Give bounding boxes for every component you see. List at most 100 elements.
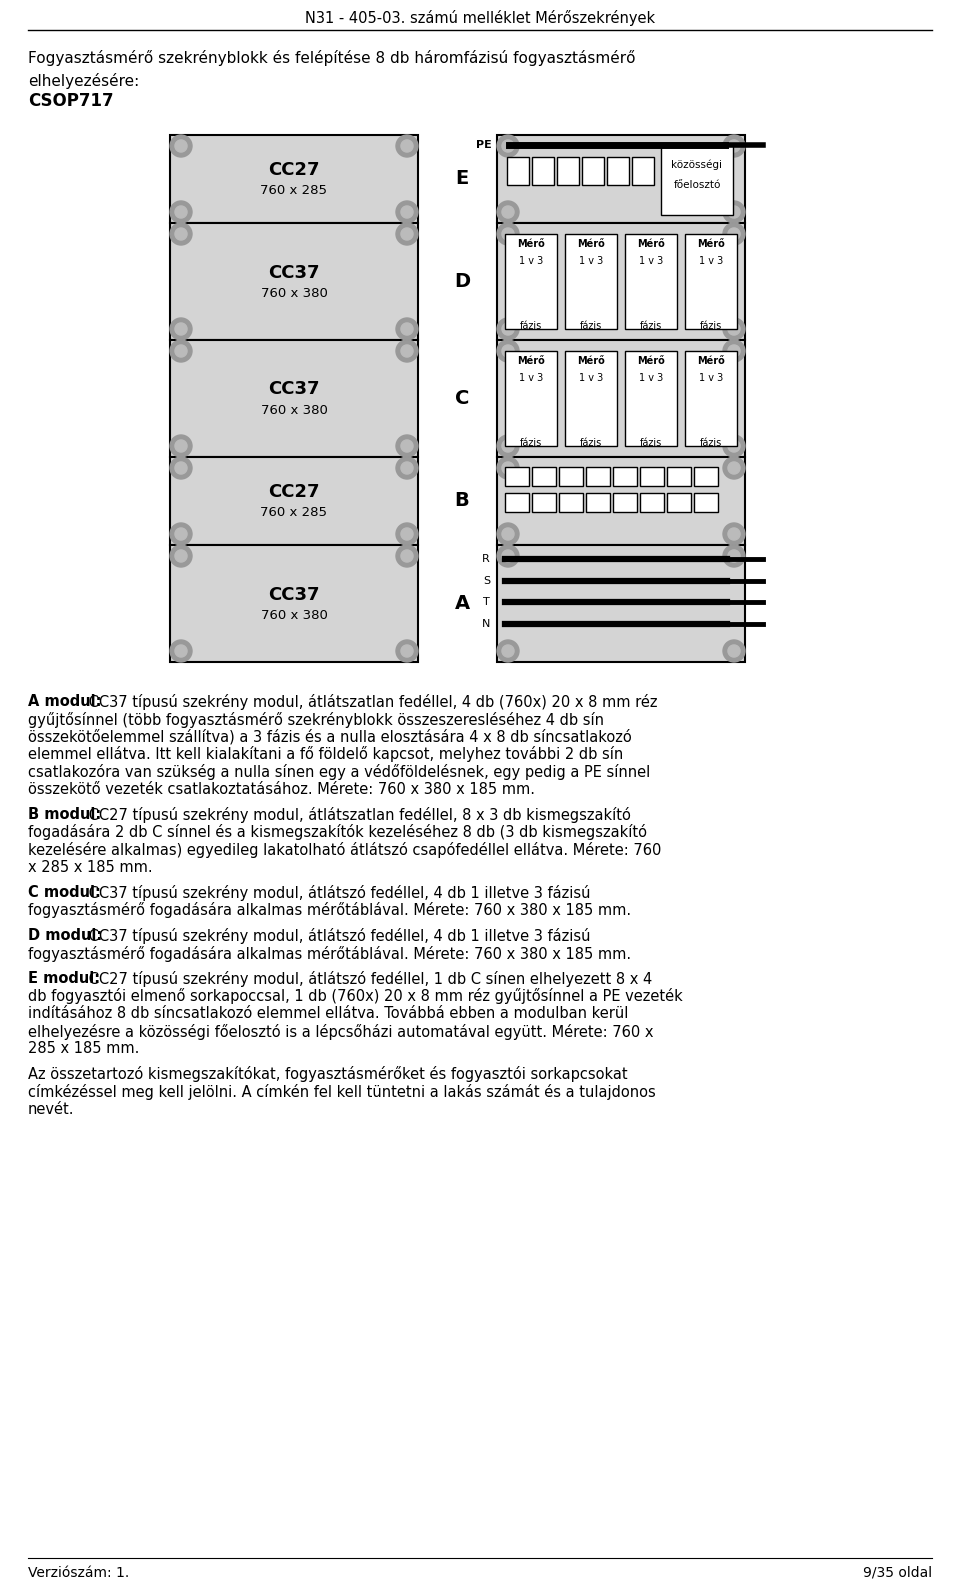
Text: 9/35 oldal: 9/35 oldal [863, 1566, 932, 1580]
Bar [586, 493, 610, 512]
Bar [559, 468, 583, 487]
Text: 1 v 3: 1 v 3 [518, 257, 543, 266]
Circle shape [170, 341, 192, 361]
Text: 760 x 380: 760 x 380 [260, 287, 327, 300]
Text: CC27: CC27 [268, 162, 320, 179]
Circle shape [502, 139, 514, 152]
Circle shape [497, 341, 519, 361]
Bar [497, 223, 745, 341]
Text: közösségi: közösségi [671, 160, 723, 170]
Circle shape [723, 545, 745, 567]
Circle shape [723, 223, 745, 246]
Circle shape [170, 523, 192, 545]
Text: A: A [454, 594, 469, 613]
Bar [607, 157, 629, 185]
Text: PE: PE [476, 139, 492, 151]
Text: fázis: fázis [520, 322, 542, 331]
Circle shape [396, 223, 418, 246]
Circle shape [723, 523, 745, 545]
Circle shape [401, 323, 413, 334]
Text: N: N [482, 618, 490, 629]
Text: 760 x 285: 760 x 285 [260, 184, 327, 198]
Text: db fogyasztói elmenő sorkapoccsal, 1 db (760x) 20 x 8 mm réz gyűjtősínnel a PE v: db fogyasztói elmenő sorkapoccsal, 1 db … [28, 989, 683, 1005]
Circle shape [502, 206, 514, 219]
Text: Mérő: Mérő [637, 357, 665, 366]
Bar [532, 157, 554, 185]
Bar [505, 468, 529, 487]
Circle shape [728, 346, 740, 357]
Bar [667, 493, 691, 512]
Bar [613, 493, 637, 512]
Circle shape [396, 456, 418, 479]
Text: CC37 típusú szekrény modul, átlátszó fedéllel, 4 db 1 illetve 3 fázisú: CC37 típusú szekrény modul, átlátszó fed… [84, 927, 591, 945]
Text: D: D [454, 273, 470, 292]
Text: CC37 típusú szekrény modul, átlátszatlan fedéllel, 4 db (760x) 20 x 8 mm réz: CC37 típusú szekrény modul, átlátszatlan… [84, 694, 658, 710]
Text: fogyasztásmérő fogadására alkalmas mérőtáblával. Mérete: 760 x 380 x 185 mm.: fogyasztásmérő fogadására alkalmas mérőt… [28, 946, 631, 962]
Circle shape [175, 323, 187, 334]
Bar [497, 545, 745, 663]
Circle shape [723, 640, 745, 663]
Text: fázis: fázis [580, 322, 602, 331]
Text: E: E [455, 170, 468, 189]
Text: R: R [482, 555, 490, 564]
Bar [505, 493, 529, 512]
Bar [694, 493, 718, 512]
Circle shape [396, 523, 418, 545]
Circle shape [497, 545, 519, 567]
Bar [170, 456, 418, 545]
Text: fogadására 2 db C sínnel és a kismegszakítók kezeléséhez 8 db (3 db kismegszakít: fogadására 2 db C sínnel és a kismegszak… [28, 824, 647, 840]
Text: fázis: fázis [520, 437, 542, 449]
Text: C modul:: C modul: [28, 884, 101, 900]
Text: 1 v 3: 1 v 3 [699, 257, 723, 266]
Text: gyűjtősínnel (több fogyasztásmérő szekrényblokk összeszeresléséhez 4 db sín: gyűjtősínnel (több fogyasztásmérő szekré… [28, 712, 604, 728]
Circle shape [728, 206, 740, 219]
Bar [170, 545, 418, 663]
Bar [613, 468, 637, 487]
Circle shape [502, 528, 514, 540]
Circle shape [502, 441, 514, 452]
Circle shape [175, 206, 187, 219]
Circle shape [170, 434, 192, 456]
Text: Mérő: Mérő [577, 239, 605, 249]
Circle shape [175, 550, 187, 563]
Circle shape [401, 206, 413, 219]
Text: indításához 8 db síncsatlakozó elemmel ellátva. Továbbá ebben a modulban kerül: indításához 8 db síncsatlakozó elemmel e… [28, 1006, 629, 1021]
Circle shape [723, 135, 745, 157]
Circle shape [175, 228, 187, 239]
Bar [532, 493, 556, 512]
Text: összekötőelemmel szállítva) a 3 fázis és a nulla elosztására 4 x 8 db síncsatlak: összekötőelemmel szállítva) a 3 fázis és… [28, 729, 632, 745]
Bar [170, 135, 418, 223]
Circle shape [502, 550, 514, 563]
Circle shape [401, 441, 413, 452]
Circle shape [728, 528, 740, 540]
Text: B: B [455, 491, 469, 510]
Text: CC37 típusú szekrény modul, átlátszó fedéllel, 4 db 1 illetve 3 fázisú: CC37 típusú szekrény modul, átlátszó fed… [84, 884, 591, 900]
Circle shape [401, 645, 413, 658]
Bar [582, 157, 604, 185]
Bar [532, 468, 556, 487]
Text: elhelyezésre a közösségi főelosztó is a lépcsőházi automatával együtt. Mérete: 7: elhelyezésre a közösségi főelosztó is a … [28, 1024, 654, 1040]
Text: csatlakozóra van szükség a nulla sínen egy a védőföldelésnek, egy pedig a PE sín: csatlakozóra van szükség a nulla sínen e… [28, 764, 650, 780]
Bar [661, 144, 733, 216]
Circle shape [502, 346, 514, 357]
Bar [640, 468, 664, 487]
Bar [559, 493, 583, 512]
Text: Verziószám: 1.: Verziószám: 1. [28, 1566, 130, 1580]
Circle shape [396, 135, 418, 157]
Circle shape [396, 434, 418, 456]
Circle shape [723, 434, 745, 456]
Bar [565, 235, 617, 330]
Text: Mérő: Mérő [637, 239, 665, 249]
Bar [685, 235, 737, 330]
Circle shape [170, 201, 192, 223]
Circle shape [723, 341, 745, 361]
Text: 760 x 285: 760 x 285 [260, 507, 327, 520]
Text: fázis: fázis [700, 437, 722, 449]
Circle shape [723, 319, 745, 341]
Text: 1 v 3: 1 v 3 [638, 257, 663, 266]
Bar [694, 468, 718, 487]
Bar [632, 157, 654, 185]
Bar [685, 350, 737, 445]
Circle shape [497, 434, 519, 456]
Circle shape [401, 228, 413, 239]
